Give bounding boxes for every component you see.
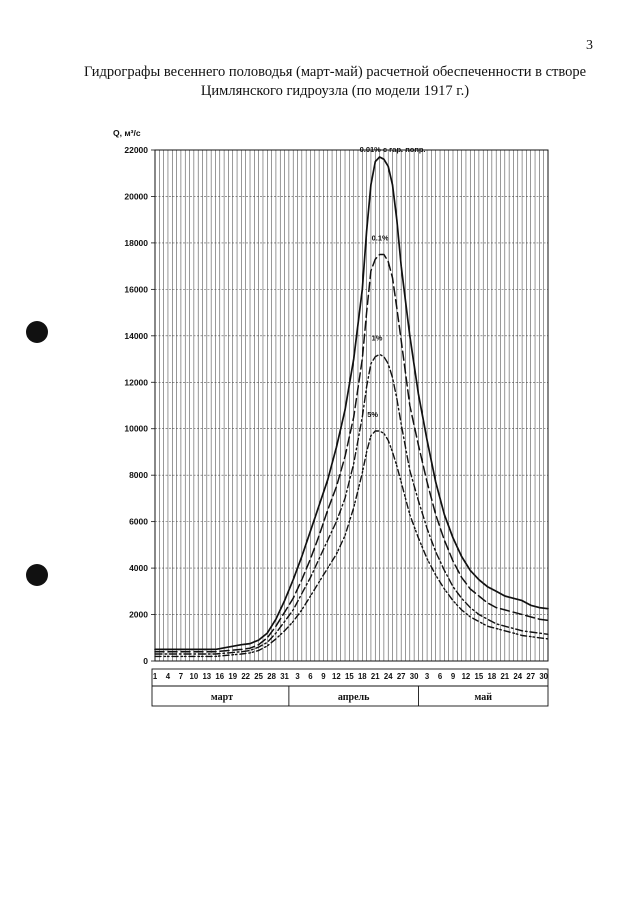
x-tick-label: 12 (332, 672, 341, 681)
title-line-1: Гидрографы весеннего половодья (март-май… (83, 64, 587, 80)
x-tick-label: 4 (166, 672, 171, 681)
chart-series (154, 156, 549, 658)
x-tick-label: 1 (153, 672, 158, 681)
x-tick-label: 27 (526, 672, 535, 681)
x-tick-label: 27 (397, 672, 406, 681)
series-line-3 (154, 430, 549, 658)
y-tick-label: 0 (143, 656, 148, 666)
series-line-1 (154, 253, 549, 653)
x-tick-label: 6 (308, 672, 313, 681)
x-tick-label: 9 (321, 672, 326, 681)
y-tick-label: 12000 (124, 377, 148, 387)
x-tick-label: 24 (513, 672, 522, 681)
series-label: 0.1% (372, 234, 389, 243)
page-title: Гидрографы весеннего половодья (март-май… (40, 63, 630, 101)
x-tick-label: 18 (358, 672, 367, 681)
y-tick-label: 2000 (129, 610, 148, 620)
series-line-2 (154, 353, 549, 655)
x-tick-label: 30 (539, 672, 548, 681)
page-number: 3 (586, 38, 593, 53)
month-band-frame (151, 668, 549, 707)
x-tick-label: 31 (280, 672, 289, 681)
chart-axes (151, 149, 549, 707)
series-label: 1% (372, 333, 383, 342)
y-tick-label: 6000 (129, 517, 148, 527)
series-line-0 (154, 156, 549, 651)
x-tick-label: 12 (462, 672, 471, 681)
series-label: 5% (367, 410, 378, 419)
x-tick-label: 7 (179, 672, 183, 681)
x-tick-label: 15 (345, 672, 354, 681)
title-line-2: Цимлянского гидроузла (по модели 1917 г.… (200, 83, 470, 99)
month-label: апрель (338, 692, 370, 703)
x-tick-label: 16 (215, 672, 224, 681)
x-tick-label: 15 (475, 672, 484, 681)
x-tick-label: 21 (500, 672, 509, 681)
punch-hole-top (26, 321, 48, 343)
x-tick-label: 21 (371, 672, 380, 681)
x-tick-label: 3 (425, 672, 430, 681)
series-label: 0.01% с гар. попр. (360, 145, 426, 154)
x-tick-label: 3 (295, 672, 300, 681)
chart-labels: 0200040006000800010000120001400016000180… (113, 128, 549, 703)
x-tick-label: 28 (267, 672, 276, 681)
x-tick-label: 22 (241, 672, 250, 681)
y-tick-label: 18000 (124, 238, 148, 248)
x-tick-label: 9 (451, 672, 456, 681)
punch-hole-bottom (26, 564, 48, 586)
y-tick-label: 22000 (124, 145, 148, 155)
chart-grid (154, 149, 549, 662)
y-tick-label: 4000 (129, 563, 148, 573)
y-tick-label: 16000 (124, 284, 148, 294)
x-tick-label: 25 (254, 672, 263, 681)
x-tick-label: 18 (488, 672, 497, 681)
month-label: май (474, 692, 492, 703)
y-tick-label: 8000 (129, 470, 148, 480)
month-label: март (211, 692, 233, 703)
y-tick-label: 14000 (124, 331, 148, 341)
y-tick-label: 20000 (124, 191, 148, 201)
x-tick-label: 10 (190, 672, 199, 681)
x-tick-label: 13 (202, 672, 211, 681)
x-tick-label: 19 (228, 672, 237, 681)
x-tick-label: 6 (438, 672, 443, 681)
plot-frame (154, 149, 549, 662)
y-tick-label: 10000 (124, 424, 148, 434)
y-axis-label: Q, м³/с (113, 128, 141, 138)
x-tick-label: 24 (384, 672, 393, 681)
x-tick-label: 30 (410, 672, 419, 681)
